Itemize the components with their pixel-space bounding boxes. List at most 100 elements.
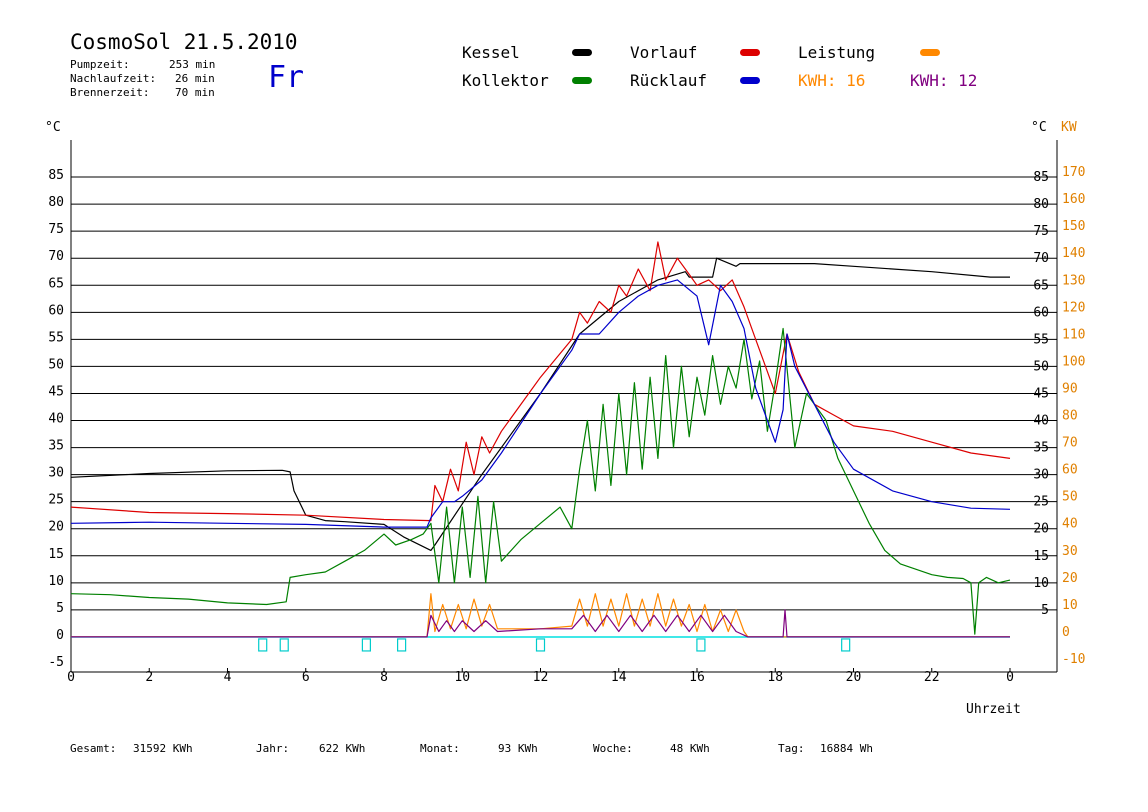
legend-kollektor-swatch <box>572 77 592 84</box>
x-tick-label: 2 <box>145 670 153 685</box>
y-tick-right-c: 40 <box>1033 414 1049 429</box>
y-tick-right-c: 20 <box>1033 522 1049 537</box>
y-tick-left: 0 <box>56 628 64 643</box>
info-pumpzeit: Pumpzeit: 253 min <box>70 58 215 71</box>
footer-label: Gesamt: <box>70 742 117 755</box>
y-tick-left: 10 <box>48 574 64 589</box>
y-tick-right-c: 65 <box>1033 278 1049 293</box>
x-axis-label: Uhrzeit <box>966 702 1021 717</box>
y-tick-right-c: 50 <box>1033 359 1049 374</box>
y-tick-left: 60 <box>48 303 64 318</box>
y-tick-right-c: 15 <box>1033 549 1049 564</box>
info-value: 70 min <box>175 86 215 99</box>
y-tick-right-kw: 100 <box>1062 354 1085 369</box>
series <box>70 241 1011 638</box>
legend-vorlauf-swatch <box>740 49 760 56</box>
pump-markers <box>258 638 851 652</box>
info-nachlaufzeit: Nachlaufzeit: 26 min <box>70 72 215 85</box>
x-tick-label: 10 <box>454 670 470 685</box>
x-tick-label: 6 <box>302 670 310 685</box>
y-tick-right-kw: 150 <box>1062 219 1085 234</box>
kwh1-label: KWH: <box>798 71 837 90</box>
pump-marker <box>535 638 546 652</box>
y-tick-left: 65 <box>48 276 64 291</box>
y-tick-right-kw: 30 <box>1062 544 1078 559</box>
footer-tag: Tag: 16884 Wh <box>778 742 873 755</box>
y-tick-right-kw: 40 <box>1062 517 1078 532</box>
y-tick-right-c: 60 <box>1033 305 1049 320</box>
x-tick-label: 16 <box>689 670 705 685</box>
y-tick-right-kw: 130 <box>1062 273 1085 288</box>
y-tick-right-kw: 50 <box>1062 490 1078 505</box>
x-tick-label: 8 <box>380 670 388 685</box>
pump-marker <box>361 638 371 652</box>
footer-label: Monat: <box>420 742 460 755</box>
footer-jahr: Jahr: 622 KWh <box>256 742 365 755</box>
info-value: 253 min <box>169 58 216 71</box>
y-tick-left: 5 <box>56 601 64 616</box>
y-tick-right-kw: 90 <box>1062 381 1078 396</box>
y-tick-right-kw: 120 <box>1062 300 1085 315</box>
kwh1-value: 16 <box>846 71 866 90</box>
y-tick-left: 55 <box>48 330 64 345</box>
pump-marker <box>841 638 851 652</box>
legend-kessel-swatch <box>572 49 592 56</box>
y-tick-right-c: 35 <box>1033 441 1049 456</box>
info-value: 26 min <box>175 72 215 85</box>
pump-marker <box>258 638 268 652</box>
legend-vorlauf-label: Vorlauf <box>630 43 698 62</box>
y-tick-right-c: 30 <box>1033 468 1049 483</box>
y-tick-right-kw: 0 <box>1062 625 1070 640</box>
y-tick-right-c: 70 <box>1033 251 1049 266</box>
x-tick-label: 20 <box>846 670 862 685</box>
y-tick-right-kw: 20 <box>1062 571 1078 586</box>
legend-kollektor-label: Kollektor <box>462 71 549 90</box>
info-label: Nachlaufzeit: <box>70 72 157 85</box>
footer-value: 622 KWh <box>319 742 366 755</box>
ticks: -505101520253035404550556065707580855101… <box>48 165 1085 685</box>
footer-label: Tag: <box>778 742 805 755</box>
info-label: Brennerzeit: <box>70 86 150 99</box>
footer-value: 93 KWh <box>498 742 538 755</box>
y-tick-left: 85 <box>48 168 64 183</box>
y-tick-left: 35 <box>48 439 64 454</box>
legend-kwh1: KWH: 16 <box>798 71 865 90</box>
y-tick-right-c: 10 <box>1033 576 1049 591</box>
y-tick-left: -5 <box>48 655 64 670</box>
x-tick-label: 22 <box>924 670 940 685</box>
x-tick-label: 0 <box>67 670 75 685</box>
footer-value: 48 KWh <box>670 742 710 755</box>
series-line-ruecklauf <box>70 279 1011 528</box>
right-axis-unit-kw: KW <box>1061 120 1077 135</box>
legend-kessel-label: Kessel <box>462 43 520 62</box>
y-tick-right-c: 55 <box>1033 332 1049 347</box>
y-tick-left: 15 <box>48 547 64 562</box>
chart-title: CosmoSol 21.5.2010 <box>70 30 298 54</box>
legend-leistung-label: Leistung <box>798 43 876 62</box>
pump-marker <box>696 638 706 652</box>
legend-ruecklauf-label: Rücklauf <box>630 71 708 90</box>
y-tick-right-c: 25 <box>1033 495 1049 510</box>
y-tick-left: 25 <box>48 493 64 508</box>
x-tick-label: 12 <box>533 670 549 685</box>
y-tick-left: 75 <box>48 222 64 237</box>
right-axis-unit-c: °C <box>1031 120 1047 135</box>
pump-marker <box>279 638 289 652</box>
y-tick-right-kw: 60 <box>1062 463 1078 478</box>
y-tick-right-c: 5 <box>1041 603 1049 618</box>
y-tick-right-kw: -10 <box>1062 652 1085 667</box>
y-tick-right-c: 45 <box>1033 386 1049 401</box>
y-tick-left: 50 <box>48 357 64 372</box>
kwh2-value: 12 <box>958 71 978 90</box>
footer-label: Jahr: <box>256 742 290 755</box>
y-tick-right-kw: 160 <box>1062 192 1085 207</box>
y-tick-right-kw: 140 <box>1062 246 1085 261</box>
y-tick-left: 45 <box>48 384 64 399</box>
footer-value: 16884 Wh <box>820 742 873 755</box>
kwh2-label: KWH: <box>910 71 949 90</box>
x-tick-label: 4 <box>224 670 232 685</box>
info-label: Pumpzeit: <box>70 58 130 71</box>
legend-ruecklauf-swatch <box>740 77 760 84</box>
series-line-leistung <box>71 593 1010 638</box>
